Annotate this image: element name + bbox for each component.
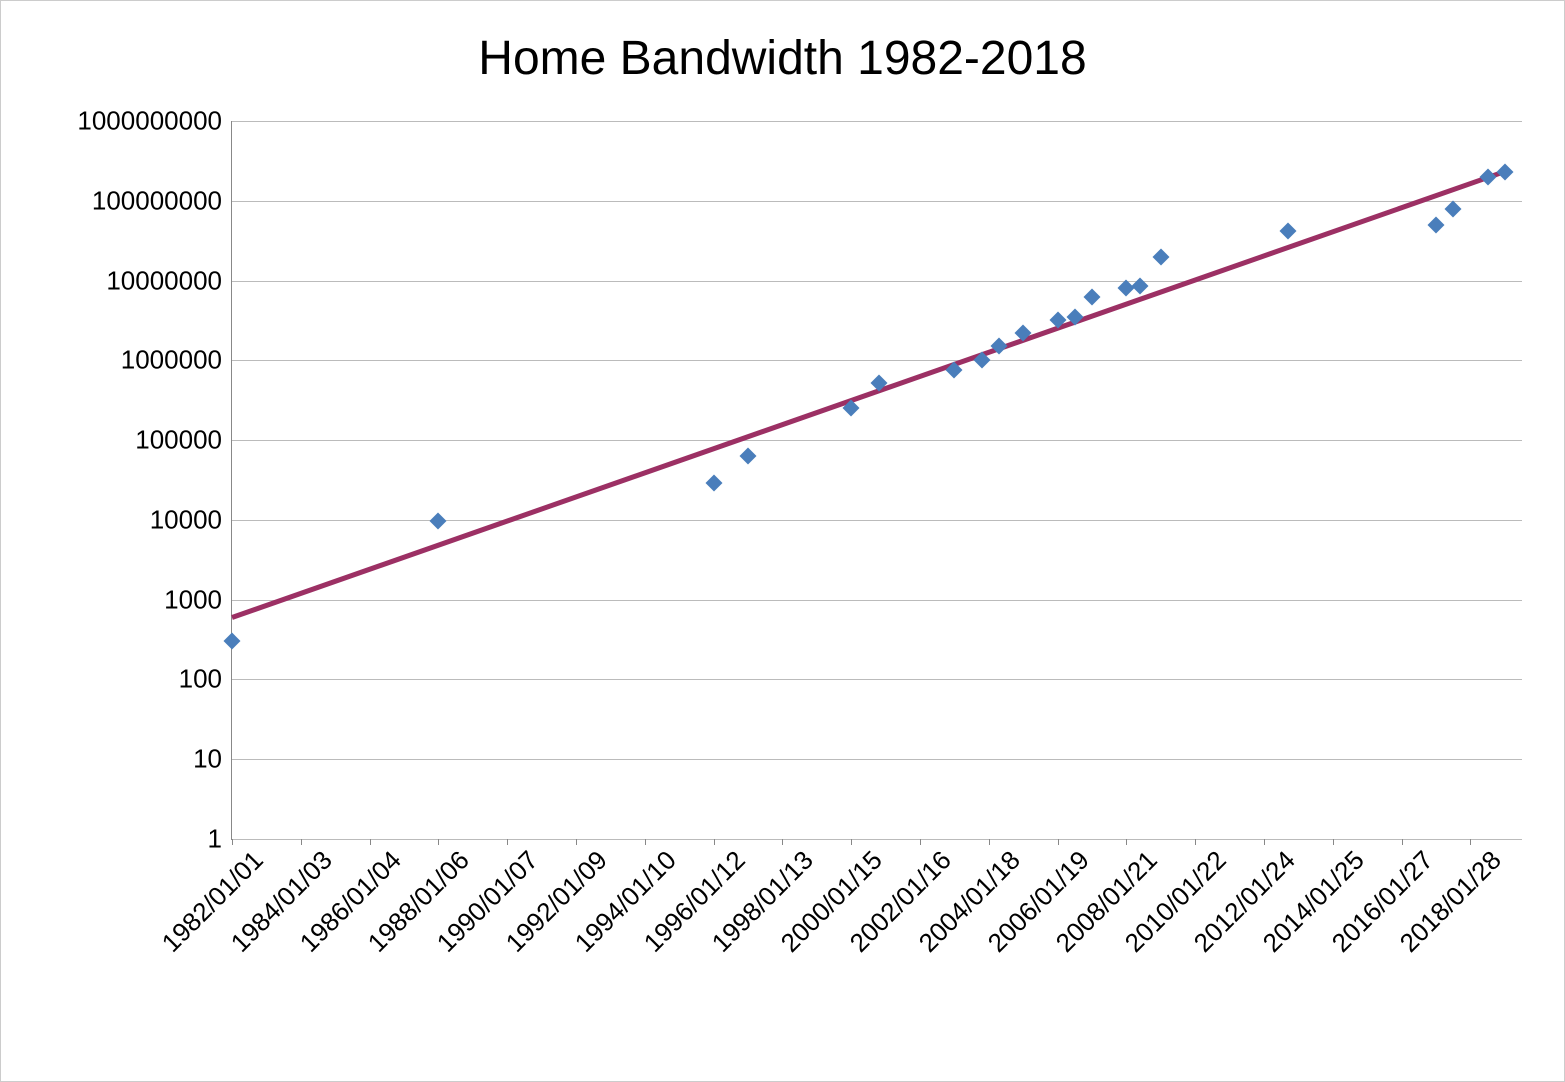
data-point [224,633,241,650]
x-tick [507,839,508,845]
x-tick [1470,839,1471,845]
y-tick-label: 100 [179,664,232,695]
data-point [1152,248,1169,265]
trend-line [231,169,1505,620]
x-tick [989,839,990,845]
data-point [1496,163,1513,180]
data-point [430,513,447,530]
x-tick [232,839,233,845]
x-tick [851,839,852,845]
y-gridline [232,121,1522,122]
chart-title: Home Bandwidth 1982-2018 [1,31,1564,86]
plot-area: 1101001000100001000001000000100000001000… [231,121,1522,840]
x-tick [1402,839,1403,845]
x-tick [576,839,577,845]
y-gridline [232,839,1522,840]
x-tick [1333,839,1334,845]
y-tick-label: 100000000 [92,185,232,216]
x-tick [1058,839,1059,845]
x-tick [645,839,646,845]
x-tick [301,839,302,845]
y-tick-label: 10000000 [106,265,232,296]
y-gridline [232,600,1522,601]
x-tick [714,839,715,845]
y-tick-label: 1000000 [121,345,232,376]
x-tick [782,839,783,845]
data-point [1479,168,1496,185]
y-gridline [232,281,1522,282]
x-tick [1264,839,1265,845]
data-point [1084,289,1101,306]
y-tick-label: 1 [208,824,232,855]
data-point [1445,200,1462,217]
y-gridline [232,440,1522,441]
y-tick-label: 10 [193,744,232,775]
data-point [740,447,757,464]
x-tick [370,839,371,845]
y-gridline [232,679,1522,680]
y-tick-label: 1000 [164,584,232,615]
data-point [705,475,722,492]
y-gridline [232,201,1522,202]
y-tick-label: 100000 [135,425,232,456]
data-point [1118,280,1135,297]
data-point [1428,216,1445,233]
bandwidth-chart: Home Bandwidth 1982-2018 110100100010000… [0,0,1565,1082]
y-tick-label: 1000000000 [77,106,232,137]
x-tick [920,839,921,845]
x-tick [438,839,439,845]
x-tick [1195,839,1196,845]
data-point [1280,222,1297,239]
y-tick-label: 10000 [150,504,232,535]
x-tick [1126,839,1127,845]
y-gridline [232,520,1522,521]
y-gridline [232,360,1522,361]
y-gridline [232,759,1522,760]
